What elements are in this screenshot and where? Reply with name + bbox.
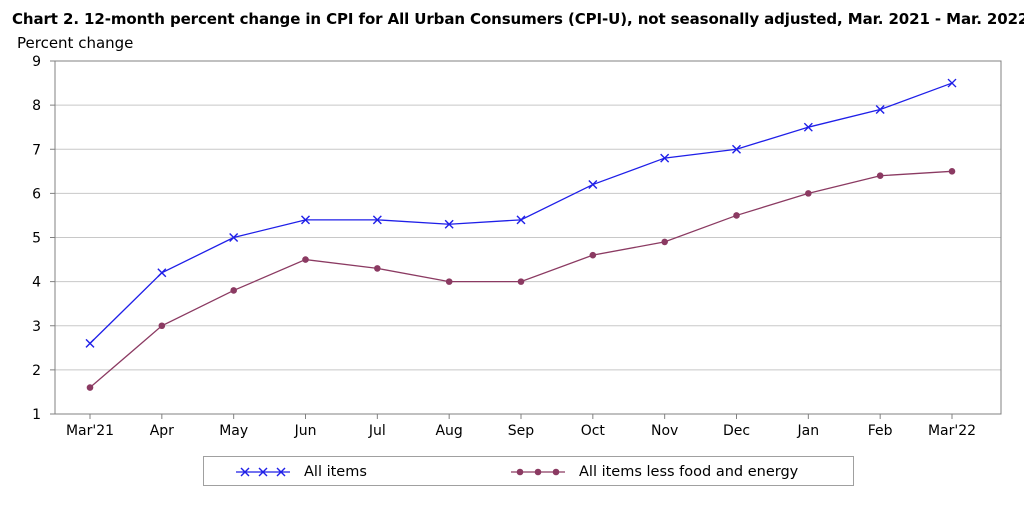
y-axis-label: Percent change <box>17 34 134 52</box>
data-point <box>876 172 884 180</box>
data-point <box>230 287 237 294</box>
data-point <box>157 268 167 278</box>
series-all-items <box>85 78 957 348</box>
data-point <box>588 180 598 190</box>
data-point <box>372 215 382 225</box>
x-tick-label: Jan <box>797 423 820 439</box>
x-tick-label: Jul <box>368 423 386 439</box>
x-tick-label: Mar'21 <box>66 423 114 439</box>
x-tick-label: Oct <box>581 423 606 439</box>
legend: All items All items less food and energy <box>203 456 854 486</box>
data-point <box>947 78 957 88</box>
series-layer <box>85 78 957 391</box>
data-point <box>589 251 597 259</box>
x-tick-label: Mar'22 <box>928 423 976 439</box>
data-point <box>516 215 526 225</box>
x-tick-label: Dec <box>723 423 750 439</box>
data-point <box>158 322 166 330</box>
y-tick-label: 2 <box>32 363 41 379</box>
data-point <box>733 212 740 219</box>
x-tick-label: Nov <box>651 423 678 439</box>
data-point <box>875 105 885 115</box>
y-tick-label: 8 <box>32 98 41 114</box>
y-tick-label: 3 <box>32 319 41 335</box>
y-tick-label: 6 <box>32 186 41 202</box>
x-tick-label: Jun <box>294 423 317 439</box>
y-tick-label: 5 <box>32 231 41 247</box>
data-point <box>86 384 94 391</box>
data-point <box>948 168 956 175</box>
data-point <box>660 153 670 163</box>
data-point <box>732 144 741 154</box>
x-tick-label: Sep <box>508 423 535 439</box>
legend-item-all-items: All items <box>234 457 367 487</box>
y-tick-label: 7 <box>32 142 41 158</box>
line-chart: 1 2 3 4 5 6 7 8 9 Mar'21 Apr May Jun Jul Aug Sep Oct Nov… <box>32 54 1002 439</box>
data-point <box>374 265 381 272</box>
data-point <box>301 215 310 225</box>
x-tick-label: Apr <box>150 423 174 439</box>
x-tick-label: May <box>219 423 248 439</box>
data-point <box>85 338 95 348</box>
x-tick-label: Feb <box>868 423 893 439</box>
series-core <box>86 168 956 391</box>
data-point <box>445 278 453 285</box>
x-axis: Mar'21 Apr May Jun Jul Aug Sep Oct Nov Dec Jan Feb M… <box>66 414 976 439</box>
legend-swatch-core <box>511 468 565 476</box>
y-tick-label: 9 <box>32 54 41 70</box>
data-point <box>229 233 239 242</box>
data-point <box>302 256 309 263</box>
legend-swatch-all-items <box>236 467 290 477</box>
data-point <box>517 278 525 285</box>
data-point <box>444 219 454 229</box>
legend-label-core: All items less food and energy <box>579 464 799 480</box>
data-point <box>805 190 812 197</box>
y-tick-label: 1 <box>32 407 41 423</box>
chart-title: Chart 2. 12-month percent change in CPI … <box>12 10 1024 28</box>
series-line <box>89 82 953 344</box>
gridlines <box>55 60 1001 415</box>
data-point <box>661 238 668 246</box>
y-axis: 1 2 3 4 5 6 7 8 9 <box>32 54 55 423</box>
data-point <box>803 122 813 132</box>
legend-label-all-items: All items <box>304 464 367 480</box>
legend-item-core: All items less food and energy <box>509 457 798 487</box>
y-tick-label: 4 <box>32 275 41 291</box>
x-tick-label: Aug <box>435 423 462 439</box>
